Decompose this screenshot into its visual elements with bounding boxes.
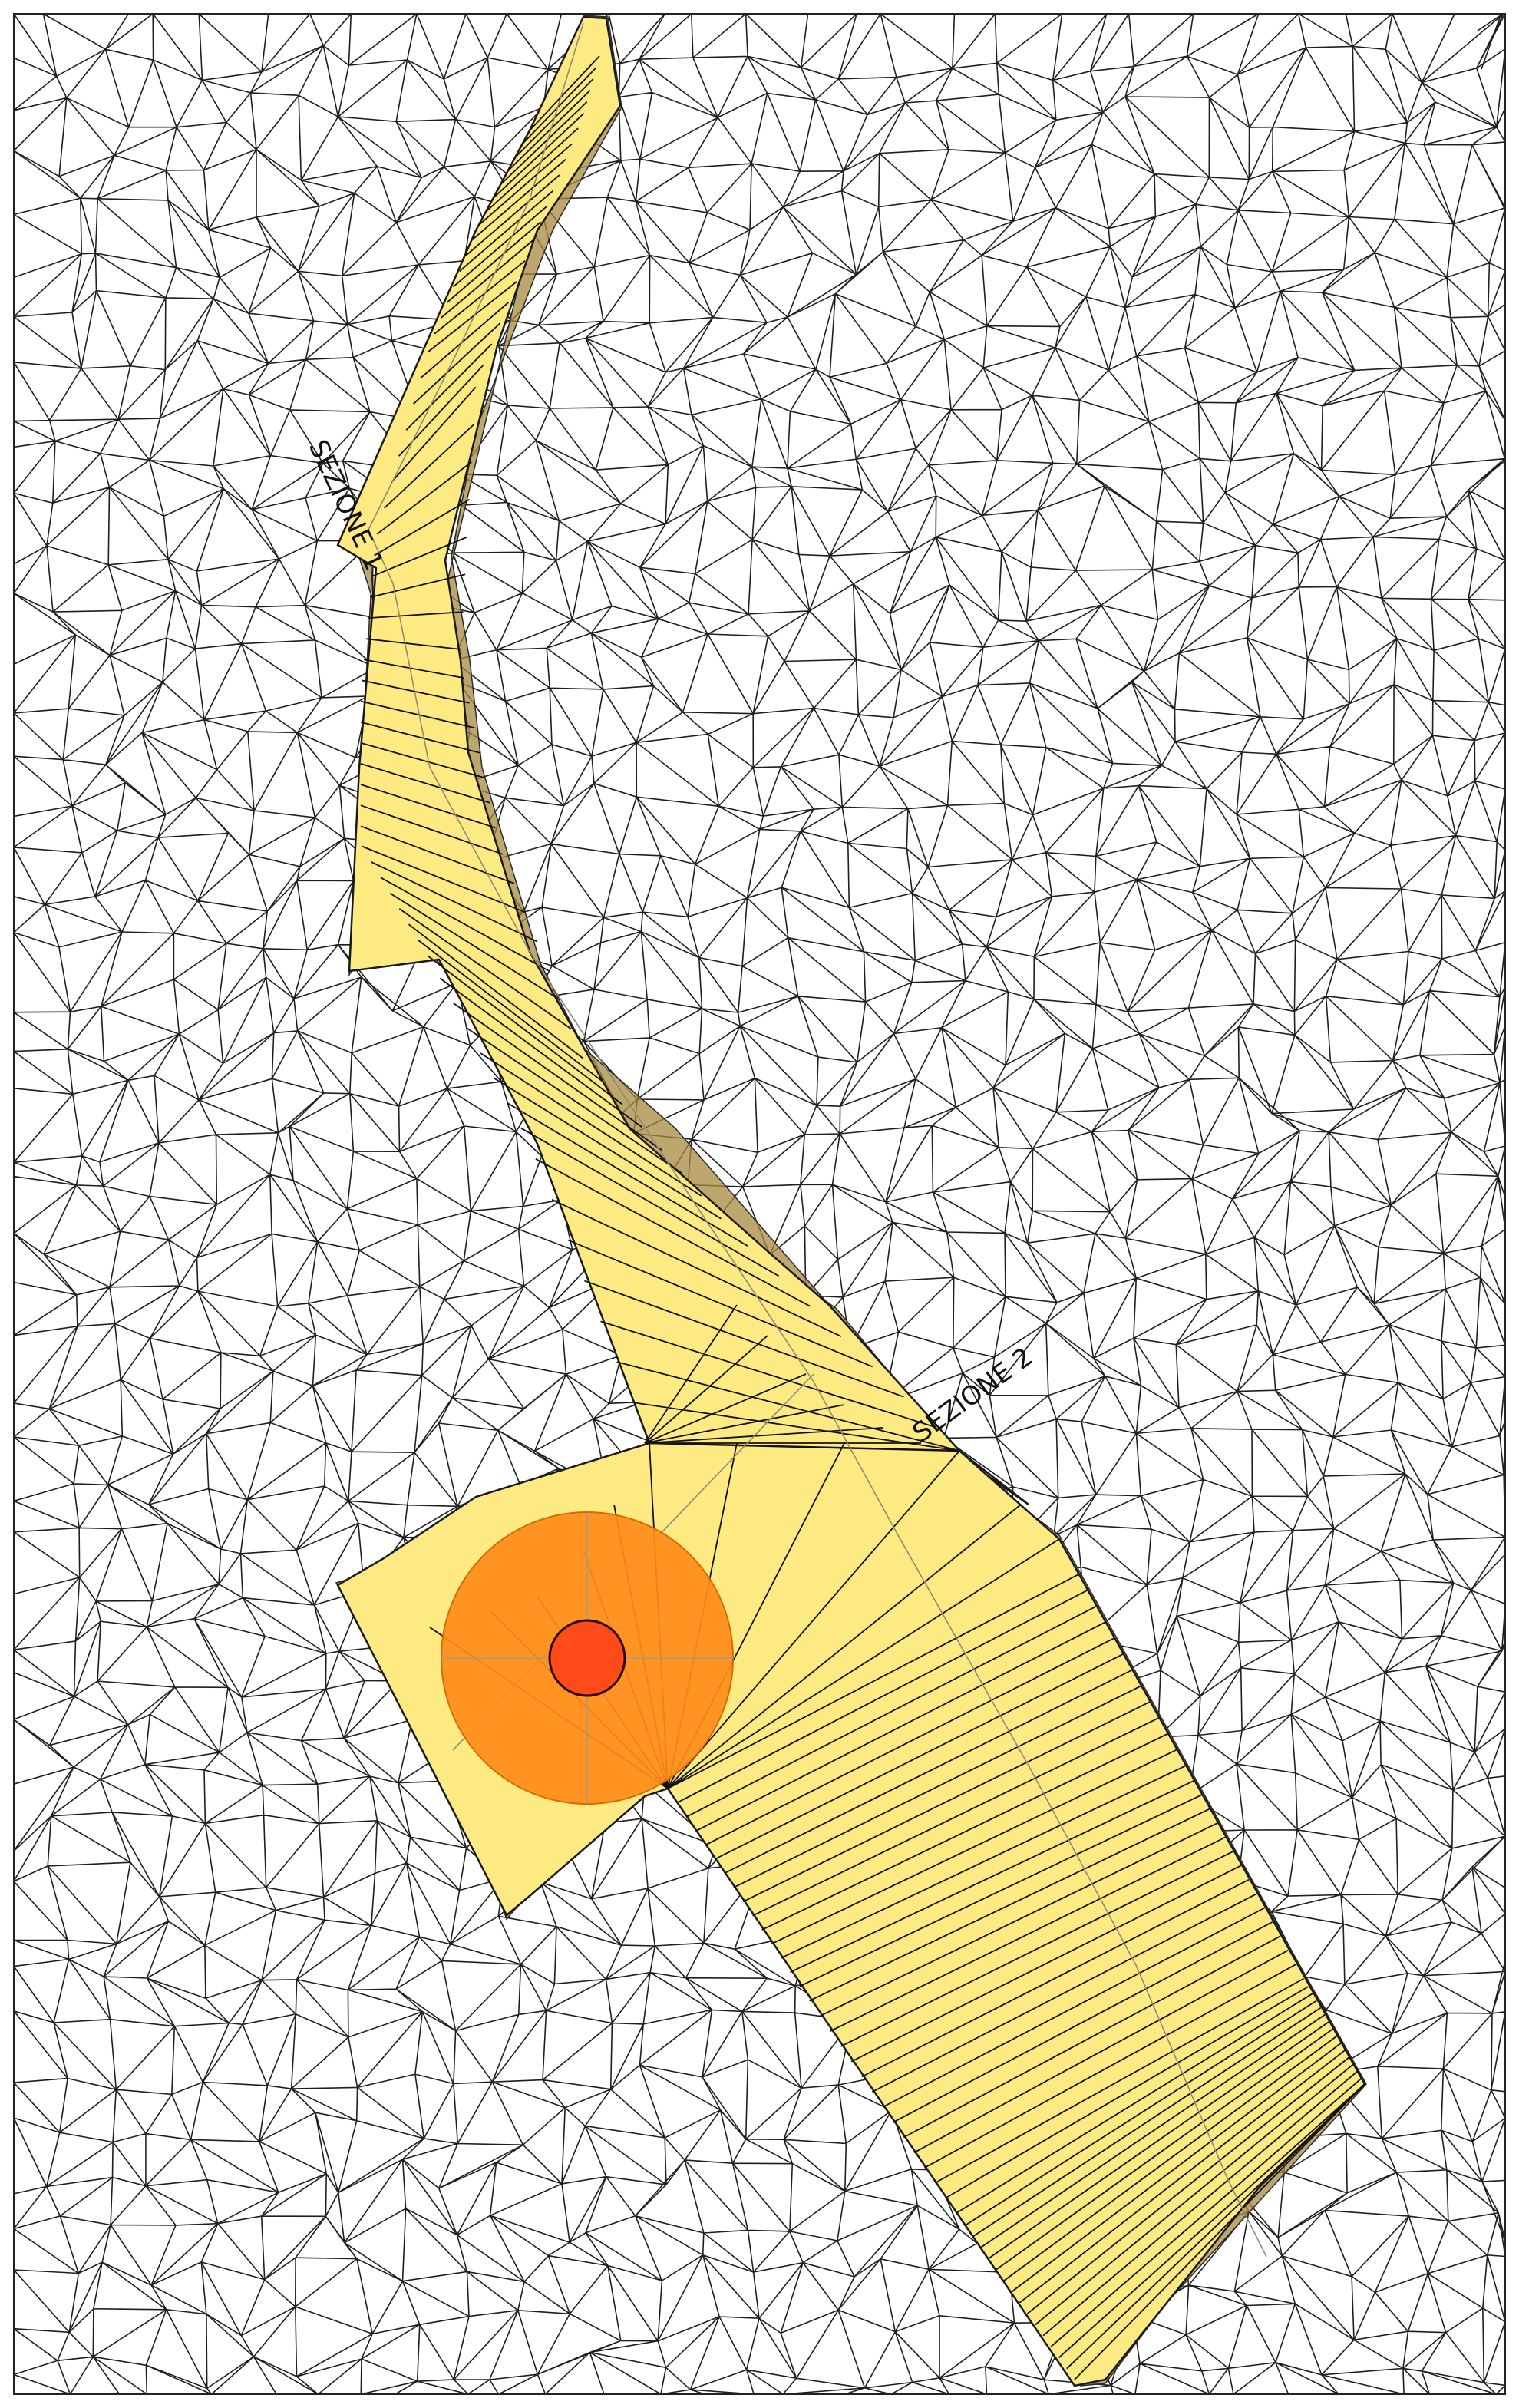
- north-marker-icon: [1477, 13, 1502, 70]
- drawing-frame: [13, 13, 1506, 2395]
- main-axis: [368, 22, 1267, 2258]
- impact-zone: [441, 1511, 734, 1805]
- inner-impact-circle: [548, 1619, 626, 1697]
